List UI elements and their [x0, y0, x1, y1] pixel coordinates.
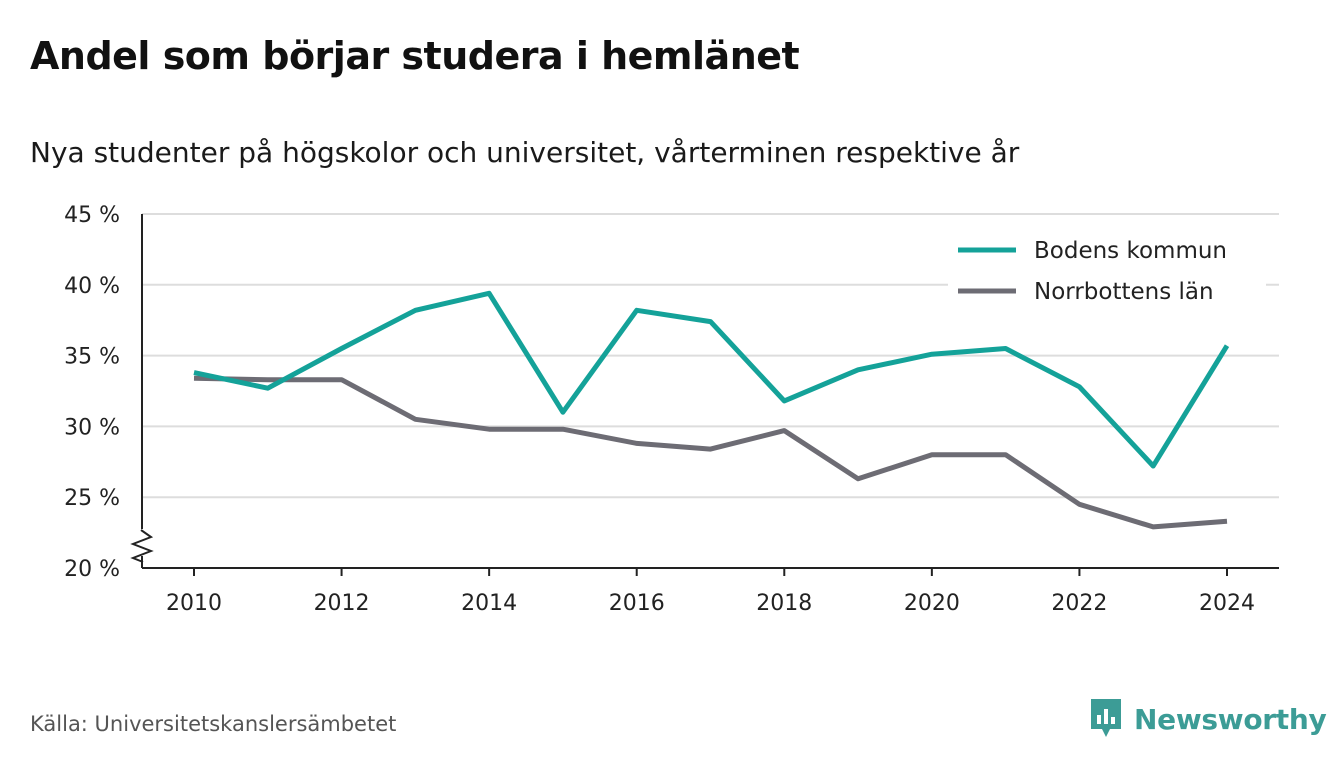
axis-break-icon — [130, 529, 154, 563]
x-tick-label: 2014 — [461, 591, 517, 616]
x-tick-label: 2016 — [609, 591, 665, 616]
line-chart: 20 % 25 % 30 % 35 % 40 % 45 % 2010 2012 2014 2016… — [64, 203, 1279, 616]
y-tick-label: 30 % — [64, 415, 120, 440]
series-line-norrbottens-län — [193, 375, 1228, 530]
source-note: Källa: Universitetskanslersämbetet — [30, 712, 397, 736]
x-tick-label: 2022 — [1051, 591, 1107, 616]
y-tick-label: 45 % — [64, 203, 120, 228]
series-lines — [193, 290, 1230, 530]
brand-name: Newsworthy — [1134, 702, 1327, 736]
legend-label: Bodens kommun — [1034, 238, 1227, 264]
y-tick-label: 40 % — [64, 274, 120, 299]
y-tick-label: 20 % — [64, 557, 120, 582]
newsworthy-logo-icon — [1091, 699, 1121, 737]
x-tick-label: 2012 — [314, 591, 370, 616]
legend-label: Norrbottens län — [1034, 279, 1214, 305]
y-tick-label: 25 % — [64, 486, 120, 511]
chart-title: Andel som börjar studera i hemlänet — [30, 34, 800, 78]
chart-subtitle: Nya studenter på högskolor och universit… — [30, 136, 1020, 169]
legend-background — [948, 228, 1266, 312]
brand-logo: Newsworthy — [1088, 697, 1327, 741]
axes: 20 % 25 % 30 % 35 % 40 % 45 % 2010 2012 2014 2016… — [64, 203, 1279, 616]
x-tick-label: 2018 — [756, 591, 812, 616]
x-tick-label: 2010 — [166, 591, 222, 616]
legend: Bodens kommun Norrbottens län — [948, 228, 1266, 312]
x-tick-label: 2024 — [1199, 591, 1255, 616]
y-tick-label: 35 % — [64, 345, 120, 370]
x-tick-label: 2020 — [904, 591, 960, 616]
series-line-bodens-kommun — [193, 290, 1230, 469]
